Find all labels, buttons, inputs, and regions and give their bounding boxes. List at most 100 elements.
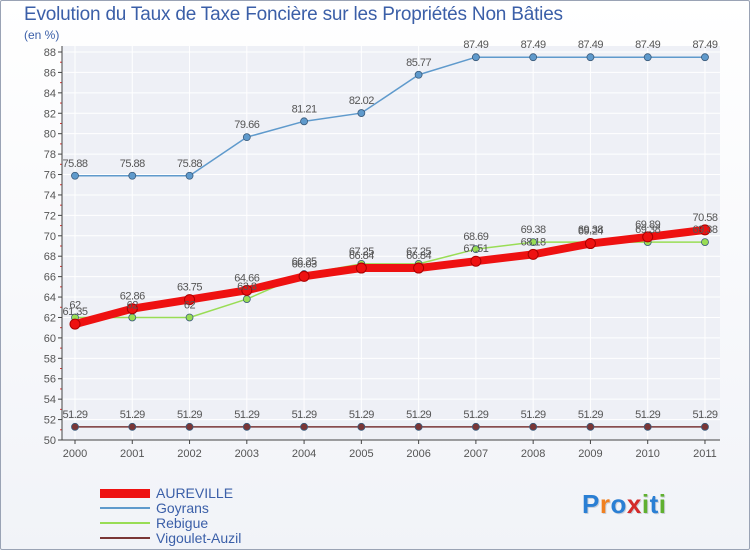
data-label-aureville: 64.66 (234, 272, 259, 284)
y-tick-label: 64 (44, 292, 56, 304)
data-point-vigoulet-auzil (471, 422, 480, 431)
data-point-goyrans (701, 53, 709, 62)
data-label-vigoulet-auzil: 51.29 (463, 409, 488, 421)
data-point-vigoulet-auzil (71, 422, 79, 431)
data-label-goyrans: 87.49 (521, 39, 546, 51)
x-tick-label: 2009 (578, 448, 602, 460)
data-label-rebigue: 67.25 (349, 246, 374, 258)
data-label-rebigue: 62 (184, 299, 196, 311)
legend-swatch-aureville (100, 488, 150, 498)
y-tick-label: 70 (44, 231, 56, 243)
data-point-goyrans (71, 171, 79, 180)
legend-item-rebigue: Rebigue (100, 516, 208, 530)
data-label-aureville: 69.24 (578, 226, 603, 238)
chart-subtitle: (en %) (24, 28, 60, 42)
y-tick-label: 68 (44, 251, 56, 263)
legend-item-aureville: AUREVILLE (100, 486, 233, 500)
proxiti-logo: Proxiti (582, 489, 666, 520)
legend-item-vigoulet-auzil: Vigoulet-Auzil (100, 531, 241, 545)
y-tick-label: 80 (44, 129, 56, 141)
legend-swatch-vigoulet-auzil (100, 537, 150, 539)
data-point-rebigue (471, 245, 480, 254)
y-tick-label: 50 (44, 435, 56, 447)
data-label-vigoulet-auzil: 51.29 (292, 409, 317, 421)
data-label-aureville: 69.89 (635, 219, 660, 231)
y-tick-label: 88 (44, 47, 56, 59)
data-label-aureville: 70.58 (692, 212, 717, 224)
data-point-vigoulet-auzil (701, 422, 709, 431)
data-point-vigoulet-auzil (414, 422, 423, 431)
y-tick-label: 82 (44, 108, 56, 120)
logo-letter: r (599, 489, 611, 519)
data-point-goyrans (414, 70, 423, 79)
data-label-vigoulet-auzil: 51.29 (349, 409, 374, 421)
data-label-goyrans: 75.88 (62, 158, 87, 170)
logo-letter: x (626, 489, 642, 519)
data-label-rebigue: 68.69 (463, 231, 488, 243)
data-point-rebigue (242, 295, 251, 303)
data-label-aureville: 61.35 (62, 306, 87, 318)
data-label-rebigue: 69.38 (521, 224, 546, 236)
data-point-rebigue (185, 313, 194, 322)
y-tick-label: 84 (44, 88, 56, 100)
y-tick-label: 86 (44, 67, 56, 79)
legend-label-aureville: AUREVILLE (156, 485, 234, 501)
data-point-vigoulet-auzil (242, 422, 251, 431)
data-label-aureville: 66.03 (292, 258, 317, 270)
data-label-vigoulet-auzil: 51.29 (120, 409, 145, 421)
data-label-vigoulet-auzil: 51.29 (578, 409, 603, 421)
data-label-aureville: 66.84 (349, 250, 374, 262)
y-tick-label: 60 (44, 333, 56, 345)
legend-label-rebigue: Rebigue (156, 515, 209, 531)
data-point-aureville (470, 255, 482, 267)
data-point-goyrans (357, 109, 366, 117)
data-point-rebigue (128, 313, 137, 322)
data-label-aureville: 66.84 (406, 250, 431, 262)
data-point-vigoulet-auzil (128, 422, 137, 431)
data-point-aureville (69, 318, 81, 330)
y-tick-label: 52 (44, 415, 56, 427)
logo-letter: t (649, 489, 659, 519)
data-label-vigoulet-auzil: 51.29 (234, 409, 259, 421)
data-label-aureville: 67.51 (463, 243, 488, 255)
data-label-rebigue: 62 (127, 299, 139, 311)
x-tick-label: 2003 (235, 448, 259, 460)
legend-item-goyrans: Goyrans (100, 501, 209, 515)
x-tick-label: 2001 (120, 448, 144, 460)
data-point-goyrans (471, 53, 480, 62)
x-tick-label: 2000 (63, 448, 87, 460)
y-tick-label: 76 (44, 170, 56, 182)
x-tick-label: 2008 (521, 448, 545, 460)
x-tick-label: 2002 (177, 448, 201, 460)
data-point-vigoulet-auzil (300, 422, 308, 431)
x-tick-label: 2007 (464, 448, 488, 460)
y-tick-label: 54 (44, 394, 56, 406)
x-tick-label: 2006 (406, 448, 430, 460)
data-point-aureville (527, 248, 539, 260)
data-label-aureville: 63.75 (177, 282, 202, 294)
data-label-goyrans: 85.77 (406, 57, 431, 69)
data-point-vigoulet-auzil (357, 422, 366, 431)
data-label-goyrans: 87.49 (463, 39, 488, 51)
data-label-rebigue: 69.38 (692, 224, 717, 236)
data-point-aureville (126, 303, 138, 315)
data-label-goyrans: 82.02 (349, 95, 374, 107)
logo-letter: i (658, 489, 667, 519)
data-label-rebigue: 67.25 (406, 246, 431, 258)
legend-label-goyrans: Goyrans (156, 500, 209, 516)
data-label-goyrans: 87.49 (578, 39, 603, 51)
data-label-vigoulet-auzil: 51.29 (692, 409, 717, 421)
data-point-goyrans (185, 171, 194, 180)
data-point-goyrans (242, 133, 251, 142)
y-tick-label: 56 (44, 374, 56, 386)
data-point-goyrans (529, 53, 538, 62)
data-point-rebigue (529, 238, 538, 247)
legend-label-vigoulet-auzil: Vigoulet-Auzil (156, 530, 242, 546)
y-tick-label: 78 (44, 149, 56, 161)
data-label-aureville: 62.86 (120, 291, 145, 303)
chart-title: Evolution du Taux de Taxe Foncière sur l… (24, 4, 563, 25)
data-point-aureville (642, 231, 654, 243)
data-point-goyrans (586, 53, 595, 62)
data-point-aureville (298, 270, 310, 282)
